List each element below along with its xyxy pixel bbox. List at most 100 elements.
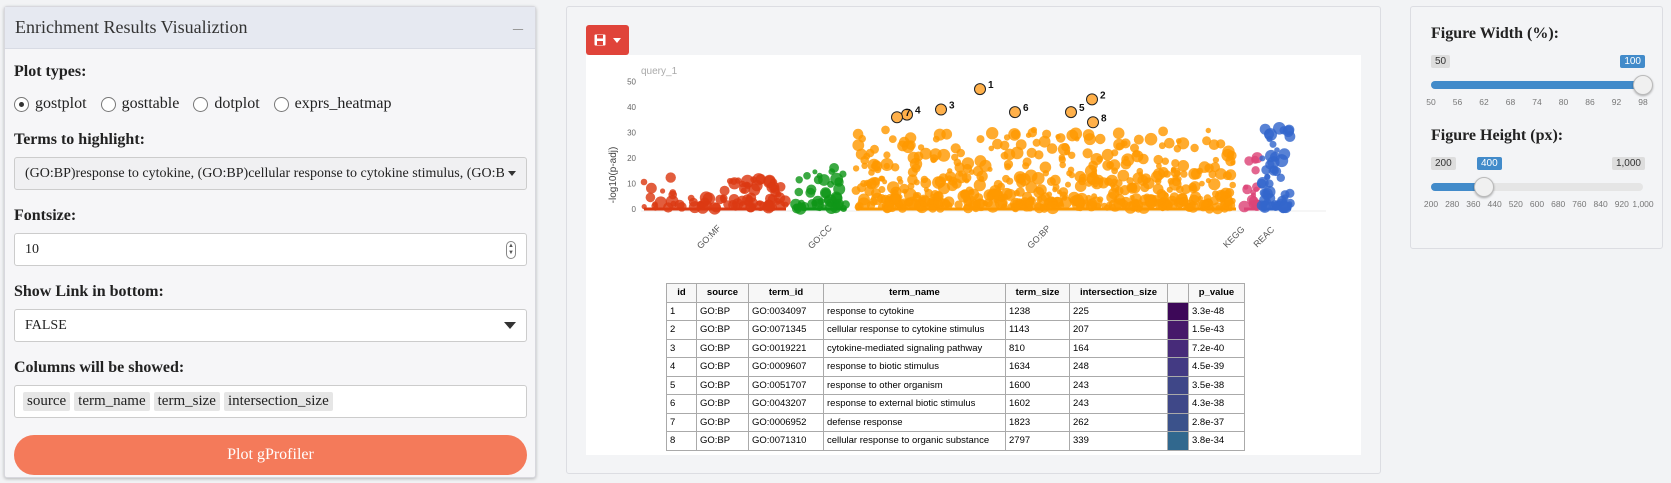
slider-tick: 1,000 [1632, 199, 1654, 209]
data-point [973, 179, 986, 192]
data-point [1066, 170, 1073, 177]
slider-tick: 440 [1487, 199, 1502, 209]
source-labels: GO:MF GO:CC GO:BP KEGG REAC [695, 223, 1277, 251]
slider-tick: 520 [1508, 199, 1523, 209]
data-point [1158, 126, 1168, 137]
cell-intersection-size: 243 [1069, 394, 1168, 414]
slider-max: 1,000 [1611, 157, 1645, 170]
data-point [1156, 163, 1162, 169]
slider-handle[interactable] [1474, 177, 1494, 197]
cell-source: GO:BP [696, 320, 749, 340]
cell-term-id: GO:0009607 [748, 357, 824, 377]
slider-track[interactable] [1431, 177, 1643, 197]
highlight-point[interactable] [935, 103, 947, 116]
y-tick-label: 40 [627, 103, 636, 112]
data-point [826, 199, 834, 207]
data-point [869, 197, 878, 206]
data-point [1211, 202, 1224, 215]
figure-size-panel: Figure Width (%): 50 100 50 56 62 68 74 80 86 9… [1410, 6, 1663, 249]
data-point [745, 201, 757, 213]
data-point [1025, 132, 1032, 138]
radio-gostplot[interactable]: gostplot [14, 95, 87, 113]
slider-tick: 86 [1585, 97, 1595, 107]
highlight-point[interactable] [974, 83, 986, 96]
plot-gprofiler-button[interactable]: Plot gProfiler [14, 435, 527, 475]
column-chip[interactable]: term_size [153, 392, 220, 411]
cell-term-name: response to other organism [823, 375, 1006, 395]
data-point [820, 187, 832, 199]
data-point [1170, 167, 1177, 173]
radio-exprs-heatmap[interactable]: exprs_heatmap [273, 95, 392, 113]
cell-term-size: 2797 [1005, 431, 1070, 451]
radio-circle[interactable] [273, 96, 289, 112]
column-chip[interactable]: source [23, 392, 71, 411]
data-point [1065, 181, 1071, 188]
data-point [877, 203, 885, 211]
highlight-point[interactable] [1086, 93, 1098, 106]
data-point [806, 184, 817, 195]
highlight-point[interactable] [1065, 106, 1077, 119]
cell-source: GO:BP [696, 431, 749, 451]
slider-min: 50 [1431, 55, 1451, 68]
data-point [1173, 144, 1182, 153]
column-chip[interactable]: term_name [74, 392, 150, 411]
data-point [1121, 140, 1128, 147]
cell-p-value: 7.2e-40 [1188, 338, 1245, 358]
data-point [1001, 193, 1009, 201]
show-link-select[interactable]: FALSE [14, 309, 527, 342]
highlight-point[interactable] [891, 111, 903, 124]
columns-label: Columns will be showed: [14, 359, 185, 376]
highlight-label: 5 [1079, 103, 1085, 114]
data-point [739, 180, 746, 188]
data-point [897, 140, 908, 152]
radio-circle[interactable] [193, 96, 209, 112]
highlight-point[interactable] [1009, 106, 1021, 119]
highlight-point[interactable] [1087, 116, 1099, 129]
data-point [830, 191, 843, 204]
save-button[interactable] [586, 25, 629, 55]
radio-circle[interactable] [14, 96, 29, 112]
slider-handle[interactable] [1633, 75, 1653, 95]
column-chip[interactable]: intersection_size [223, 392, 333, 411]
cell-term-id: GO:0034097 [748, 301, 824, 321]
columns-select[interactable]: source term_name term_size intersection_… [14, 385, 527, 418]
data-point [1068, 191, 1080, 204]
data-point [1059, 161, 1066, 169]
chevron-down-icon [508, 171, 516, 176]
data-point [1278, 148, 1291, 160]
cell-source: GO:BP [696, 301, 749, 321]
radio-gosttable[interactable]: gosttable [100, 95, 179, 113]
figure-height-slider[interactable]: 200 400 1,000 200 280 360 440 520 600 680 760 84… [1424, 153, 1654, 213]
data-point [968, 200, 978, 210]
data-point [1140, 173, 1152, 184]
highlight-label: 3 [949, 101, 955, 112]
data-point [1029, 197, 1035, 203]
data-point [1179, 196, 1189, 207]
data-point [1004, 163, 1012, 171]
data-point [1039, 203, 1046, 210]
data-point [1112, 127, 1125, 140]
data-point [1256, 200, 1267, 211]
data-point [728, 200, 738, 210]
slider-tick: 600 [1529, 199, 1545, 209]
minus-icon[interactable]: – [513, 16, 523, 39]
data-point [1264, 128, 1277, 141]
number-stepper-icon[interactable]: ▲ ▼ [506, 240, 516, 259]
data-point [726, 178, 733, 184]
radio-dotplot[interactable]: dotplot [193, 95, 260, 113]
slider-track[interactable] [1431, 75, 1653, 95]
data-point [851, 186, 861, 195]
terms-select[interactable]: (GO:BP)response to cytokine, (GO:BP)cell… [14, 157, 527, 190]
data-point [1251, 155, 1260, 164]
data-point [933, 128, 946, 141]
radio-label: exprs_heatmap [294, 95, 392, 112]
data-point [1199, 180, 1205, 187]
figure-width-slider[interactable]: 50 100 50 56 62 68 74 80 86 92 98 [1426, 51, 1653, 111]
slider-value: 400 [1477, 157, 1502, 170]
cell-term-id: GO:0006952 [748, 412, 824, 432]
radio-circle[interactable] [100, 96, 116, 112]
fontsize-input[interactable]: 10 ▲ ▼ [14, 233, 527, 266]
data-point [899, 183, 909, 194]
data-point [1158, 142, 1166, 150]
